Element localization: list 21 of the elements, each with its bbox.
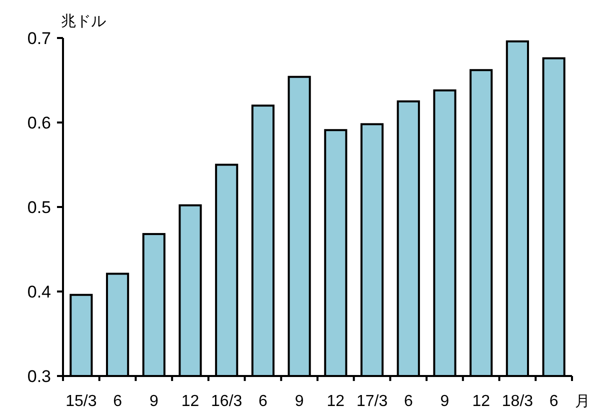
y-axis-title: 兆ドル [61,13,106,30]
x-tick-label: 9 [440,393,450,410]
y-tick-label: 0.5 [27,198,51,217]
x-tick-label: 9 [294,393,304,410]
x-tick-label: 16/3 [211,393,242,410]
x-tick-label: 15/3 [66,393,97,410]
x-tick-label: 12 [181,393,200,410]
x-tick-label: 18/3 [502,393,534,410]
y-tick-label: 0.4 [27,282,51,302]
x-axis-title: 月 [575,393,590,410]
x-tick-label: 12 [326,393,345,410]
x-tick-label: 6 [549,393,558,410]
x-tick-label: 6 [113,393,122,410]
y-tick-label: 0.7 [27,29,51,48]
x-tick-label: 6 [258,393,268,410]
y-tick-label: 0.6 [27,114,51,132]
y-tick-label: 0.3 [27,367,51,386]
x-tick-label: 9 [149,393,158,410]
x-tick-label: 6 [404,393,413,410]
x-tick-label: 17/3 [356,393,388,410]
x-tick-label: 12 [472,393,490,410]
